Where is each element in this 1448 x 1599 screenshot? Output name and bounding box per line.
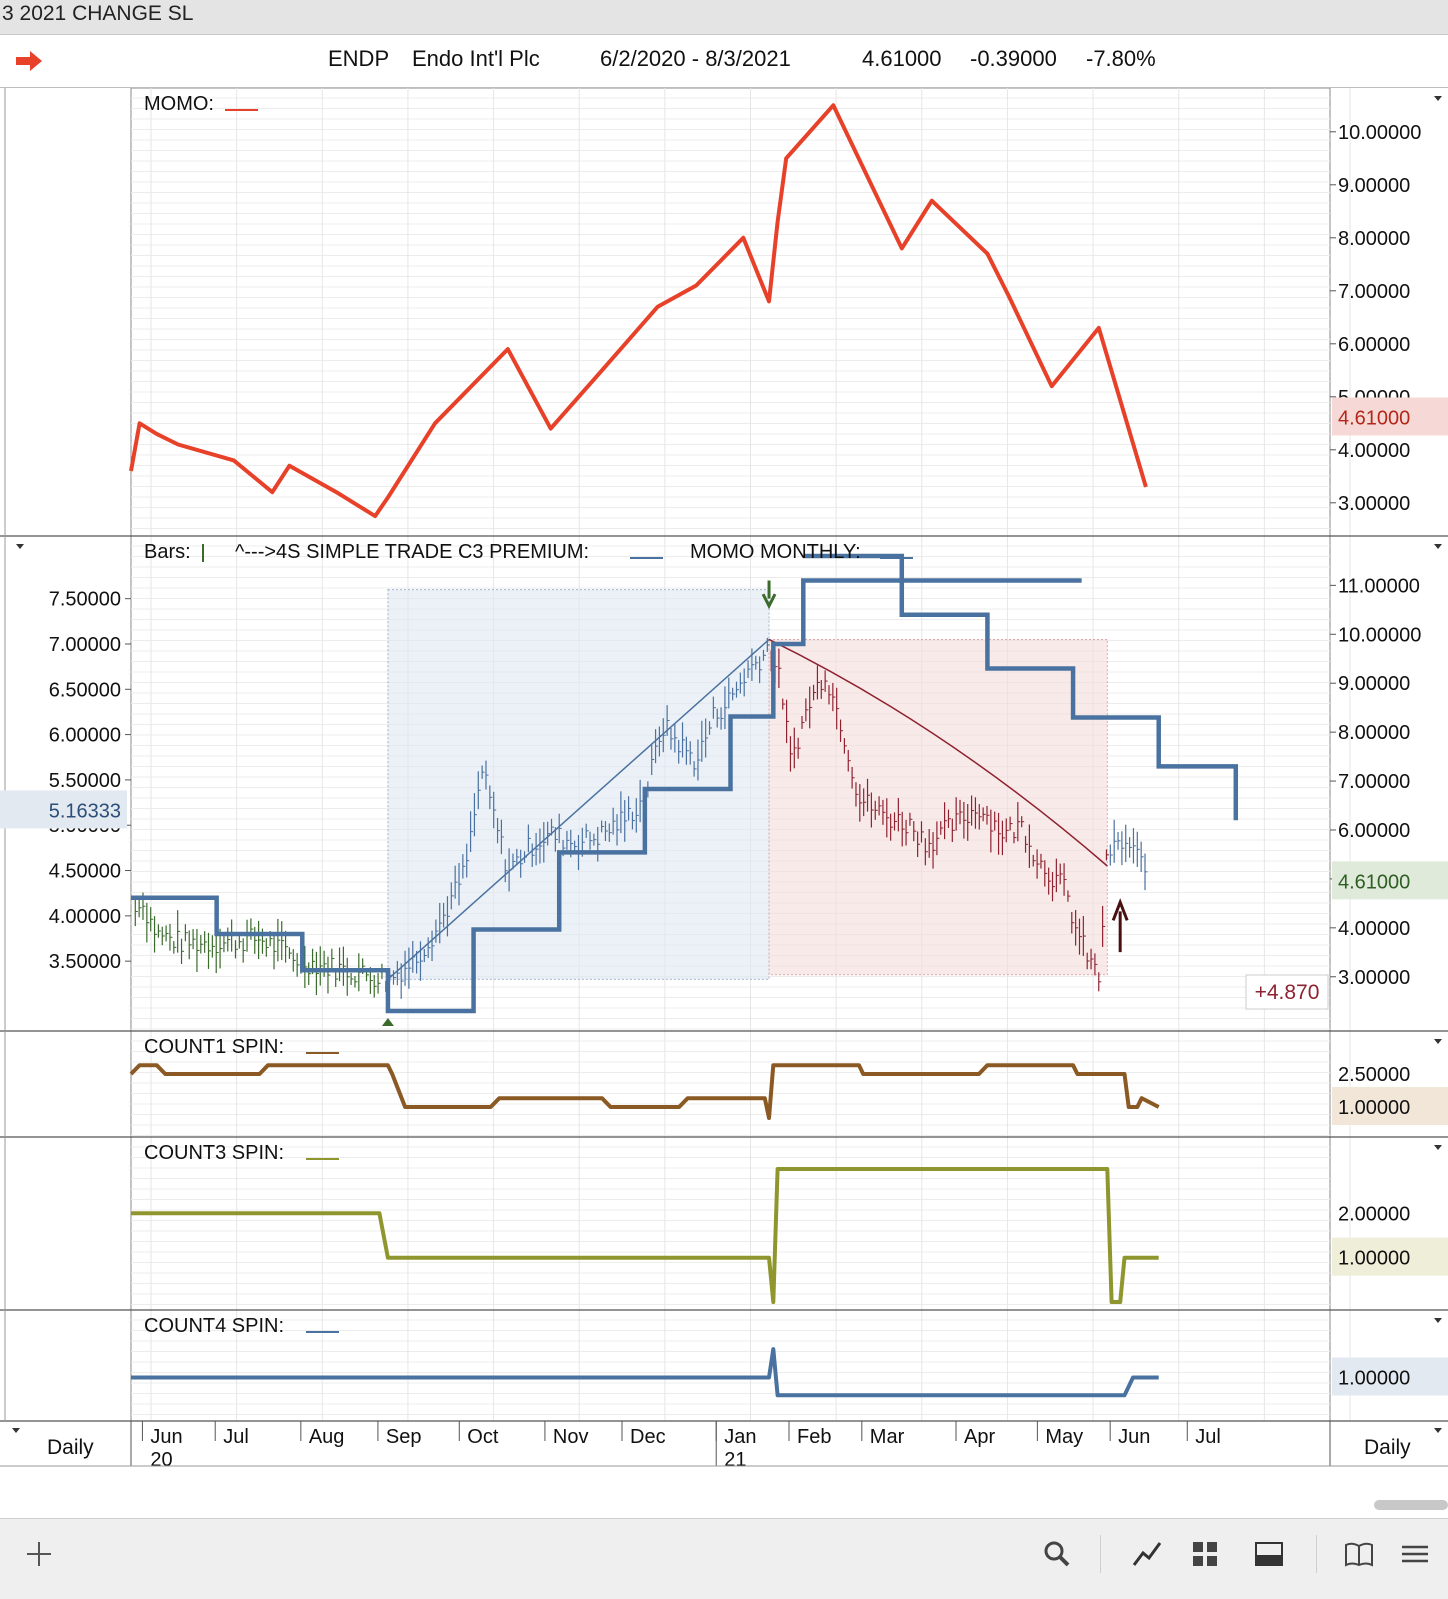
x-month-label: Apr (964, 1426, 995, 1448)
momo-tick-label: 8.00000 (1338, 228, 1410, 250)
chart-header: ENDP Endo Int'l Plc 6/2/2020 - 8/3/2021 … (0, 35, 1448, 88)
x-year-label: 21 (724, 1449, 746, 1471)
price-left-tick-label: 3.50000 (49, 951, 121, 973)
x-month-label: Jul (1195, 1426, 1221, 1448)
trade-legend-title: ^--->4S SIMPLE TRADE C3 PREMIUM: (235, 541, 589, 563)
x-year-label: 20 (150, 1449, 172, 1471)
price-right-marker: 4.61000 (1338, 871, 1410, 893)
price-right-tick-label: 9.00000 (1338, 673, 1410, 695)
add-icon[interactable] (22, 1537, 56, 1571)
count3-title: COUNT3 SPIN: (144, 1142, 284, 1164)
price-left-tick-label: 4.00000 (49, 906, 121, 928)
date-range: 6/2/2020 - 8/3/2021 (600, 46, 791, 72)
x-month-label: Jun (150, 1426, 182, 1448)
count1-title: COUNT1 SPIN: (144, 1036, 284, 1058)
price-right-tick-label: 10.00000 (1338, 624, 1421, 646)
trade-result-label: +4.870 (1255, 981, 1320, 1004)
price-right-tick-label: 4.00000 (1338, 918, 1410, 940)
search-icon[interactable] (1040, 1537, 1074, 1571)
count1-axis-label: 2.50000 (1338, 1064, 1410, 1086)
price-left-tick-label: 5.50000 (49, 770, 121, 792)
count4-title: COUNT4 SPIN: (144, 1315, 284, 1337)
momo-last-label: 4.61000 (1338, 407, 1410, 429)
momo-tick-label: 10.00000 (1338, 122, 1421, 144)
toolbar-separator (1100, 1535, 1101, 1573)
price-left-marker: 5.16333 (49, 800, 121, 822)
price-right-tick-label: 6.00000 (1338, 820, 1410, 842)
momo-tick-label: 6.00000 (1338, 334, 1410, 356)
momo-tick-label: 4.00000 (1338, 440, 1410, 462)
grid-layout-icon[interactable] (1188, 1537, 1222, 1571)
horizontal-scrollbar[interactable] (1374, 1500, 1448, 1510)
price-right-tick-label: 7.00000 (1338, 771, 1410, 793)
momo-tick-label: 7.00000 (1338, 281, 1410, 303)
x-month-label: Mar (870, 1426, 905, 1448)
x-month-label: May (1045, 1426, 1083, 1448)
last-price: 4.61000 (862, 46, 942, 72)
period-selector-right: Daily (1364, 1436, 1411, 1459)
count4-axis-label: 1.00000 (1338, 1368, 1410, 1390)
x-month-label: Dec (630, 1426, 666, 1448)
price-left-tick-label: 6.50000 (49, 679, 121, 701)
menu-icon[interactable] (1398, 1537, 1432, 1571)
count3-axis-label: 2.00000 (1338, 1203, 1410, 1225)
panel-icon[interactable] (1252, 1537, 1286, 1571)
toolbar-separator (1316, 1535, 1317, 1573)
price-right-tick-label: 8.00000 (1338, 722, 1410, 744)
symbol-label: ENDP (328, 46, 389, 72)
x-month-label: Jan (724, 1426, 756, 1448)
x-month-label: Oct (467, 1426, 499, 1448)
x-month-label: Sep (386, 1426, 422, 1448)
window-title: 3 2021 CHANGE SL (2, 2, 193, 26)
long-trade-box (388, 590, 769, 980)
price-change-pct: -7.80% (1086, 46, 1156, 72)
x-month-label: Nov (553, 1426, 589, 1448)
window-titlebar: 3 2021 CHANGE SL (0, 0, 1448, 35)
short-trade-box (769, 639, 1107, 974)
momo-title: MOMO: (144, 93, 214, 115)
x-month-label: Feb (797, 1426, 831, 1448)
price-right-tick-label: 11.00000 (1338, 575, 1420, 597)
bars-legend-title: Bars: (144, 541, 191, 563)
price-left-tick-label: 6.00000 (49, 725, 121, 747)
book-icon[interactable] (1342, 1537, 1376, 1571)
monthly-legend-title: MOMO MONTHLY: (690, 541, 861, 563)
draw-line-icon[interactable] (1130, 1537, 1164, 1571)
price-left-tick-label: 7.00000 (49, 634, 121, 656)
price-right-tick-label: 3.00000 (1338, 967, 1410, 989)
arrow-right-icon[interactable] (14, 49, 44, 73)
price-left-tick-label: 4.50000 (49, 861, 121, 883)
chart-area[interactable]: MOMO: 10.00000 9.00000 8.00000 7.00000 6.0000… (0, 88, 1448, 1498)
x-month-label: Jun (1118, 1426, 1150, 1448)
x-month-label: Jul (223, 1426, 249, 1448)
period-selector-left: Daily (47, 1436, 94, 1459)
count1-axis-label: 1.00000 (1338, 1097, 1410, 1119)
count3-axis-label: 1.00000 (1338, 1248, 1410, 1270)
price-change: -0.39000 (970, 46, 1057, 72)
momo-tick-label: 3.00000 (1338, 493, 1410, 515)
momo-tick-label: 9.00000 (1338, 175, 1410, 197)
x-month-label: Aug (309, 1426, 345, 1448)
company-name: Endo Int'l Plc (412, 46, 540, 72)
bottom-toolbar (0, 1518, 1448, 1599)
price-left-tick-label: 7.50000 (49, 589, 121, 611)
